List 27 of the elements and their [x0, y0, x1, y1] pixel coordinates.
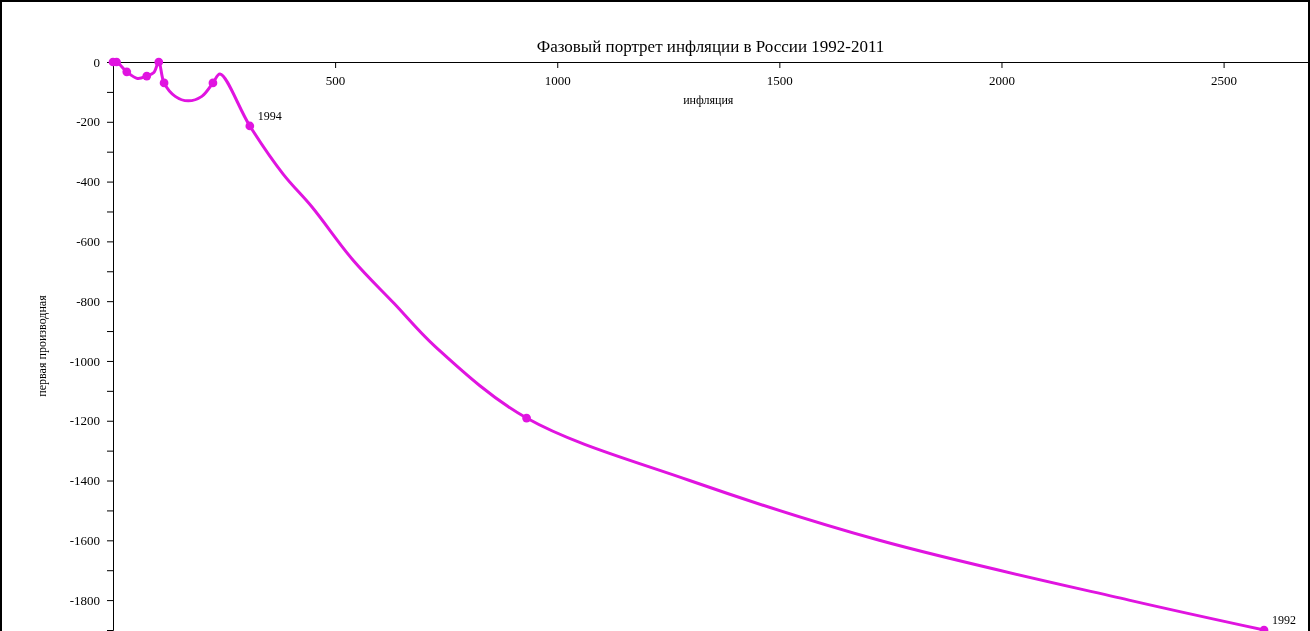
y-tick-label: -1200 — [69, 413, 101, 429]
y-tick-label: -1600 — [69, 532, 101, 548]
point — [122, 67, 132, 77]
y-tick-label: -1800 — [69, 592, 101, 608]
point — [522, 413, 531, 423]
x-tick-label: 500 — [325, 73, 346, 89]
y-tick-label: -400 — [76, 174, 101, 190]
y-tick-label: -600 — [76, 234, 101, 250]
x-tick-label: 2500 — [1211, 73, 1238, 89]
point — [208, 78, 218, 88]
y-tick-label: -1000 — [69, 353, 101, 369]
point — [154, 57, 164, 67]
x-tick-label: 1000 — [544, 73, 571, 89]
chart-title: Фазовый портрет инфляции в России 1992-2011 — [536, 37, 885, 56]
x-axis-title: инфляция — [683, 93, 734, 107]
y-axis-title: первая производная — [35, 294, 49, 397]
x-tick-label: 2000 — [988, 73, 1015, 89]
point — [142, 71, 152, 81]
y-tick-label: 0 — [93, 54, 101, 70]
y-tick-label: -1400 — [69, 473, 101, 489]
point — [159, 78, 169, 88]
annotation: 1992 — [1272, 613, 1297, 627]
point — [245, 121, 255, 131]
y-tick-label: -200 — [76, 114, 101, 130]
annotation: 1994 — [257, 108, 282, 123]
y-tick-label: -800 — [76, 293, 101, 309]
x-tick-label: 1500 — [766, 73, 793, 89]
